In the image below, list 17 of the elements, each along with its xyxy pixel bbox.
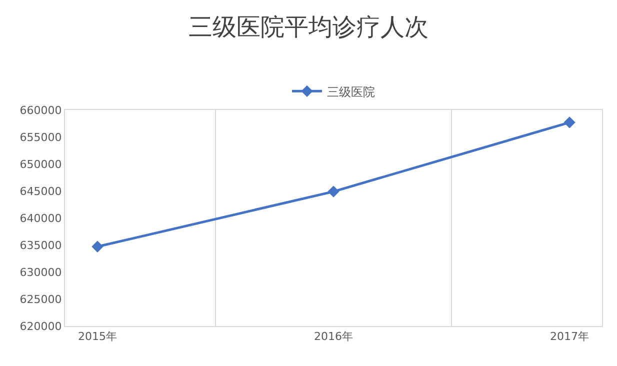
y-tick-label: 640000 xyxy=(20,212,62,225)
y-tick-label: 620000 xyxy=(20,320,62,333)
y-tick-label: 650000 xyxy=(20,158,62,171)
y-tick-label: 625000 xyxy=(20,292,62,306)
point xyxy=(328,186,340,198)
chart-title: 三级医院平均诊疗人次 xyxy=(188,13,428,42)
point xyxy=(92,240,104,252)
y-tick-label: 630000 xyxy=(20,266,62,279)
x-tick-label: 2015年 xyxy=(78,330,117,344)
y-tick-label: 635000 xyxy=(20,238,62,252)
y-tick-label: 655000 xyxy=(20,130,62,144)
x-tick-label: 2016年 xyxy=(314,330,353,344)
y-tick-label: 660000 xyxy=(20,104,62,117)
x-tick-label: 2017年 xyxy=(550,330,590,344)
legend-label: 三级医院 xyxy=(327,84,375,99)
y-tick-label: 645000 xyxy=(20,184,62,198)
point xyxy=(564,116,576,128)
